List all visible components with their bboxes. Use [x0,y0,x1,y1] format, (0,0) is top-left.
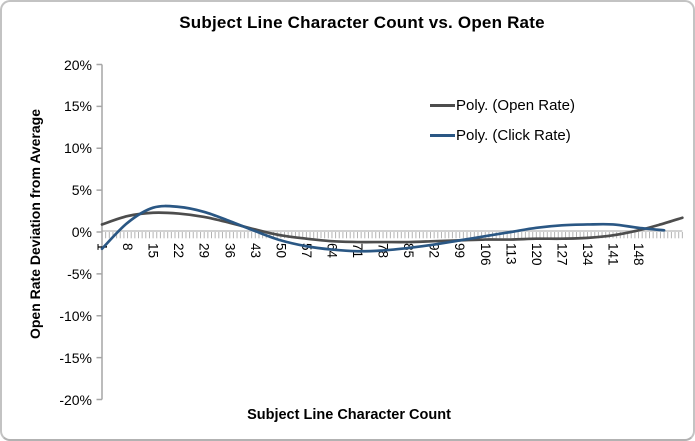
x-tick-label: 22 [171,243,186,258]
click-rate-trendline [100,204,666,253]
y-tick-label: 20% [63,56,92,73]
y-tick-label: -20% [59,391,92,408]
chart-title: Subject Line Character Count vs. Open Ra… [179,13,545,32]
x-tick-label: 141 [606,243,621,266]
x-tick-label: 113 [503,243,518,265]
open-rate-line-swatch [430,103,455,107]
x-axis-title: Subject Line Character Count [247,407,451,423]
x-tick-label: 43 [248,243,263,258]
open-rate-trendline [100,211,684,244]
x-tick-label: 85 [401,243,416,258]
y-tick-label: 10% [63,140,92,157]
y-tick-label: 15% [63,98,92,115]
y-tick-label: 0% [71,224,92,240]
x-tick-label: 148 [631,243,646,266]
x-tick-label: 29 [197,243,212,258]
x-tick-label: 1 [95,243,110,251]
y-tick-label: -5% [67,265,92,282]
x-tick-label: 106 [478,243,493,266]
click-rate-line-swatch [430,133,455,137]
legend-item-open-rate: Poly. (Open Rate) [430,90,575,120]
legend-item-click-rate: Poly. (Click Rate) [430,120,575,150]
legend-label: Poly. (Click Rate) [456,126,571,144]
y-tick-label: -15% [59,349,92,366]
x-tick-label: 99 [452,243,467,258]
x-tick-label: 92 [427,243,442,258]
x-tick-label: 127 [554,243,569,266]
y-tick-label: -10% [59,307,92,324]
x-tick-label: 50 [273,243,288,258]
x-tick-label: 15 [146,243,161,258]
legend-label: Poly. (Open Rate) [456,96,575,114]
x-tick-label: 8 [120,243,135,251]
x-tick-label: 120 [529,243,544,266]
x-tick-label: 134 [580,243,595,266]
legend: Poly. (Open Rate) Poly. (Click Rate) [430,90,575,150]
x-tick-label: 36 [222,243,237,258]
y-tick-label: 5% [71,182,92,199]
